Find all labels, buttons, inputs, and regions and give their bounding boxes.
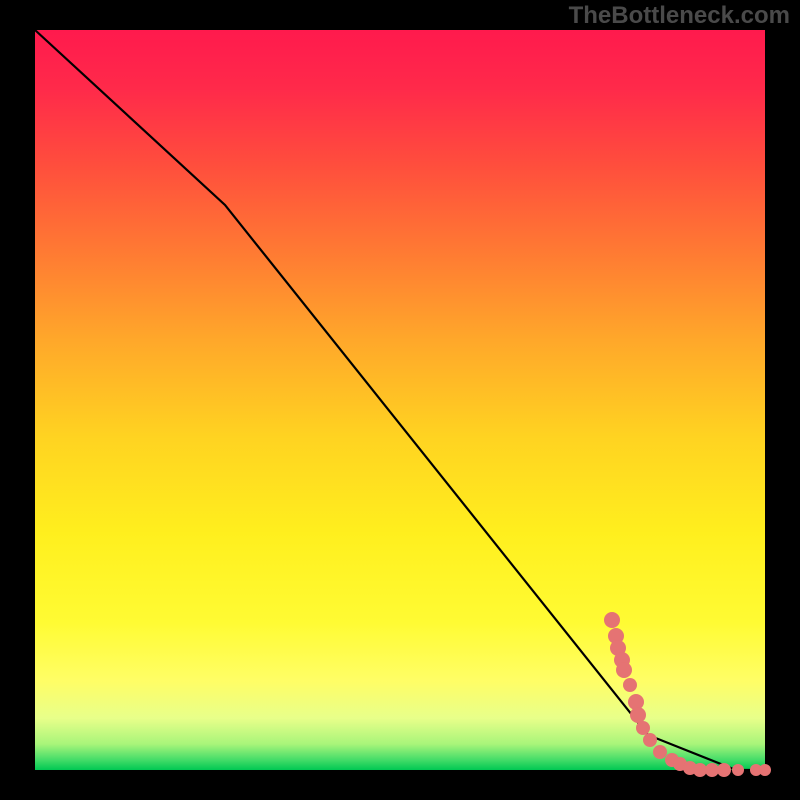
chart-container: TheBottleneck.com: [0, 0, 800, 800]
data-point: [759, 764, 771, 776]
data-point: [616, 662, 632, 678]
data-point: [717, 763, 731, 777]
data-point: [653, 745, 667, 759]
chart-svg: [0, 0, 800, 800]
data-point: [630, 707, 646, 723]
data-point: [693, 763, 707, 777]
data-point: [604, 612, 620, 628]
data-point: [705, 763, 719, 777]
data-point: [732, 764, 744, 776]
data-point: [623, 678, 637, 692]
data-point: [636, 721, 650, 735]
data-point: [643, 733, 657, 747]
watermark-text: TheBottleneck.com: [569, 2, 790, 30]
plot-background: [35, 30, 765, 770]
